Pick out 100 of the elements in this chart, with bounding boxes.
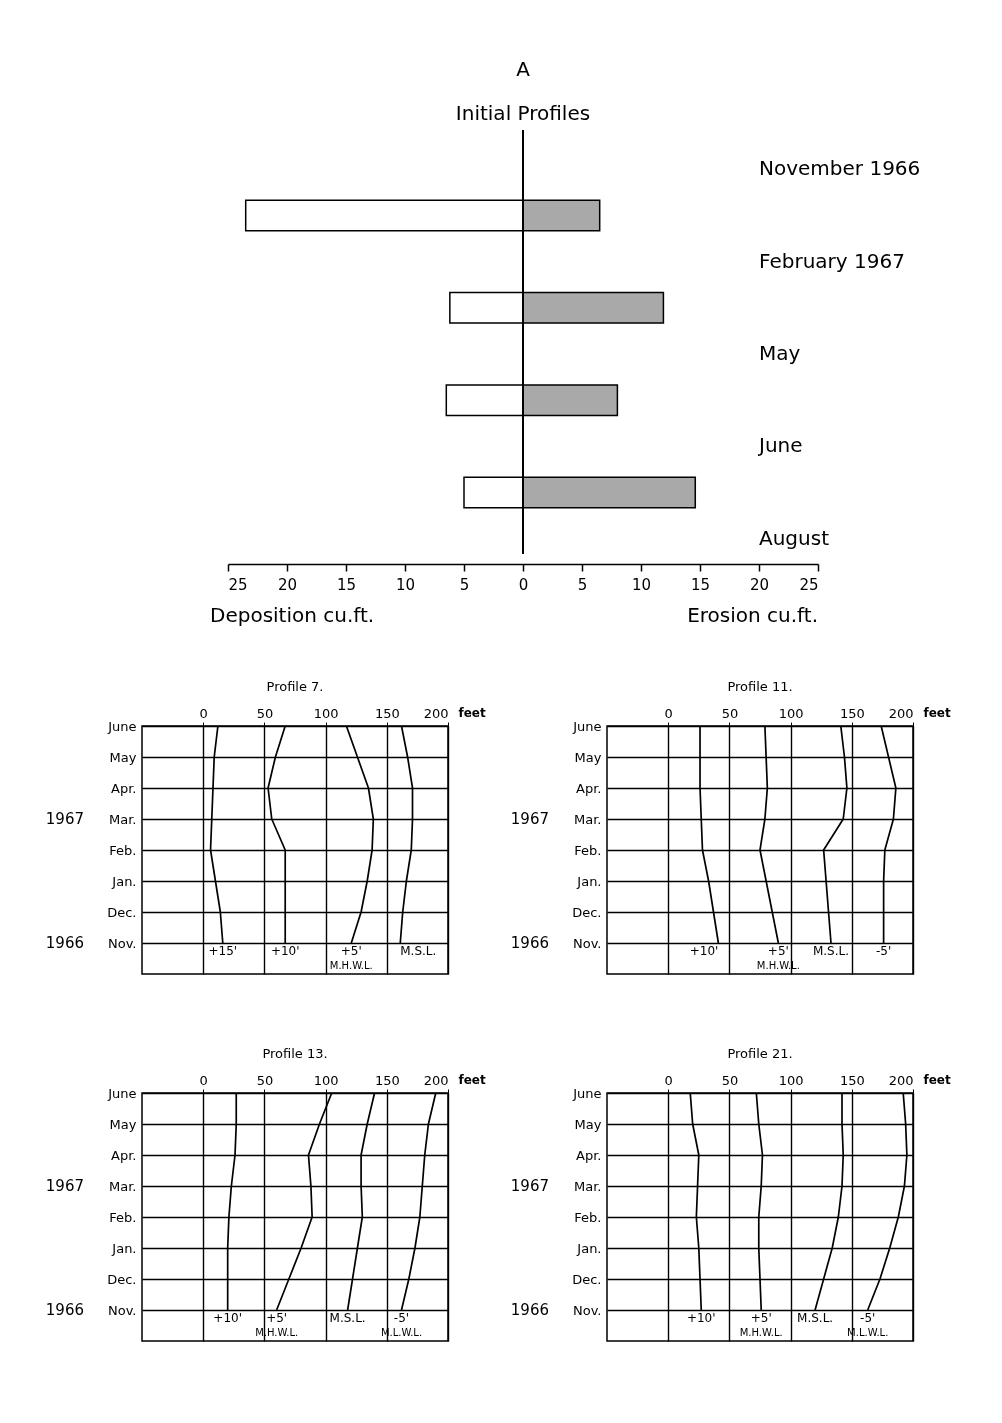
- series-label: -5': [875, 944, 892, 958]
- chart-subtitle: Profile 11.: [727, 679, 793, 694]
- y-tick-label: Mar.: [109, 811, 137, 827]
- series-label: +5': [750, 1311, 772, 1325]
- series-label: M.S.L.: [797, 1311, 834, 1325]
- y-tick-label: June: [572, 718, 602, 734]
- y-tick-label: June: [107, 718, 137, 734]
- x-tick-label: 10: [631, 575, 652, 594]
- x-tick-label: 5: [459, 575, 470, 594]
- x-tick-label: 0: [518, 575, 529, 594]
- ref-line-label: Initial Profiles: [455, 101, 591, 125]
- y-tick-label: Apr.: [576, 1147, 602, 1163]
- series-label: M.S.L.: [329, 1311, 366, 1325]
- y-tick-label: Nov.: [573, 1302, 602, 1318]
- y-tick-label: Dec.: [572, 1271, 602, 1287]
- x-tick-label: 5: [577, 575, 588, 594]
- y-tick-label: Apr.: [111, 780, 137, 796]
- y-tick-label: Feb.: [109, 1209, 137, 1225]
- x-tick-label: 200: [423, 705, 449, 721]
- x-tick-label: 0: [664, 705, 673, 721]
- annotation: November 1966: [759, 156, 921, 181]
- x-tick-label: 25: [799, 575, 819, 594]
- x-tick-label: 15: [336, 575, 357, 594]
- y-tick-label: Nov.: [573, 935, 602, 951]
- y-tick-label: June: [572, 1085, 602, 1101]
- y-tick-label: Jan.: [576, 1240, 602, 1256]
- y-tick-label: Nov.: [108, 1302, 137, 1318]
- x-tick-label: 50: [721, 1072, 739, 1088]
- annotation: M.H.W.L.: [739, 1327, 783, 1338]
- y-tick-label: May: [109, 1116, 137, 1132]
- y-tick-label: May: [109, 749, 137, 765]
- chart-subtitle: Profile 21.: [727, 1046, 793, 1061]
- x-axis-title: feet: [923, 705, 951, 720]
- series-label: +15': [208, 944, 238, 958]
- x-tick-label: 100: [778, 705, 804, 721]
- annotation: August: [759, 525, 830, 550]
- x-tick-label: 50: [256, 705, 274, 721]
- annotation: M.H.W.L.: [329, 960, 373, 971]
- x-tick-label: 50: [256, 1072, 274, 1088]
- annotation: February 1967: [759, 248, 905, 273]
- x-tick-label: 0: [199, 705, 208, 721]
- x-tick-label: 200: [888, 1072, 914, 1088]
- x-tick-label: 200: [888, 705, 914, 721]
- y-tick-label: Feb.: [574, 1209, 602, 1225]
- series-label: +5': [340, 944, 362, 958]
- text: 1967: [510, 810, 549, 828]
- x-axis-title: feet: [923, 1072, 951, 1087]
- series-label: M.S.L.: [400, 944, 437, 958]
- y-tick-label: Dec.: [107, 904, 137, 920]
- x-tick-label: 100: [778, 1072, 804, 1088]
- chart-title: A: [516, 57, 531, 81]
- x-axis-title: feet: [458, 1072, 486, 1087]
- series-label: +10': [686, 1311, 716, 1325]
- x-tick-label: 50: [721, 705, 739, 721]
- x-tick-label: 0: [664, 1072, 673, 1088]
- series-label: +5': [767, 944, 789, 958]
- y-tick-label: Apr.: [576, 780, 602, 796]
- chart-subtitle: Profile 13.: [262, 1046, 328, 1061]
- text: 1967: [510, 1177, 549, 1195]
- y-tick-label: Dec.: [572, 904, 602, 920]
- y-tick-label: Jan.: [576, 873, 602, 889]
- x-tick-label: 100: [313, 705, 339, 721]
- text: 1966: [45, 1301, 84, 1319]
- text: 1967: [45, 1177, 84, 1195]
- annotation: May: [759, 341, 801, 365]
- y-tick-label: Jan.: [111, 873, 137, 889]
- series-label: +5': [266, 1311, 288, 1325]
- series-label: +10': [689, 944, 719, 958]
- x-tick-label: 0: [199, 1072, 208, 1088]
- text: 1966: [45, 934, 84, 952]
- chart-subtitle: Profile 7.: [266, 679, 324, 694]
- series-label: M.S.L.: [812, 944, 850, 958]
- y-tick-label: Feb.: [574, 842, 602, 858]
- x-tick-label: 150: [839, 1072, 865, 1088]
- x-tick-label: 15: [690, 575, 711, 594]
- text: 1966: [510, 934, 549, 952]
- y-tick-label: Apr.: [111, 1147, 137, 1163]
- y-tick-label: May: [574, 1116, 602, 1132]
- text: 1967: [45, 810, 84, 828]
- x-tick-label: 100: [313, 1072, 339, 1088]
- x-axis-title: feet: [458, 705, 486, 720]
- series-label: -5': [393, 1311, 410, 1325]
- y-tick-label: May: [574, 749, 602, 765]
- y-tick-label: June: [107, 1085, 137, 1101]
- annotation: June: [757, 433, 803, 458]
- x-tick-label: 20: [749, 575, 770, 594]
- text: Deposition cu.ft.: [210, 603, 375, 627]
- y-tick-label: Mar.: [574, 811, 602, 827]
- x-tick-label: 150: [374, 705, 400, 721]
- y-tick-label: Nov.: [108, 935, 137, 951]
- x-tick-label: 10: [395, 575, 416, 594]
- y-tick-label: Jan.: [111, 1240, 137, 1256]
- x-tick-label: 150: [839, 705, 865, 721]
- y-tick-label: Mar.: [109, 1178, 137, 1194]
- text: 1966: [510, 1301, 549, 1319]
- x-tick-label: 200: [423, 1072, 449, 1088]
- x-tick-label: 150: [374, 1072, 400, 1088]
- x-tick-label: 25: [228, 575, 248, 594]
- series-label: -5': [860, 1311, 876, 1325]
- y-tick-label: Feb.: [109, 842, 137, 858]
